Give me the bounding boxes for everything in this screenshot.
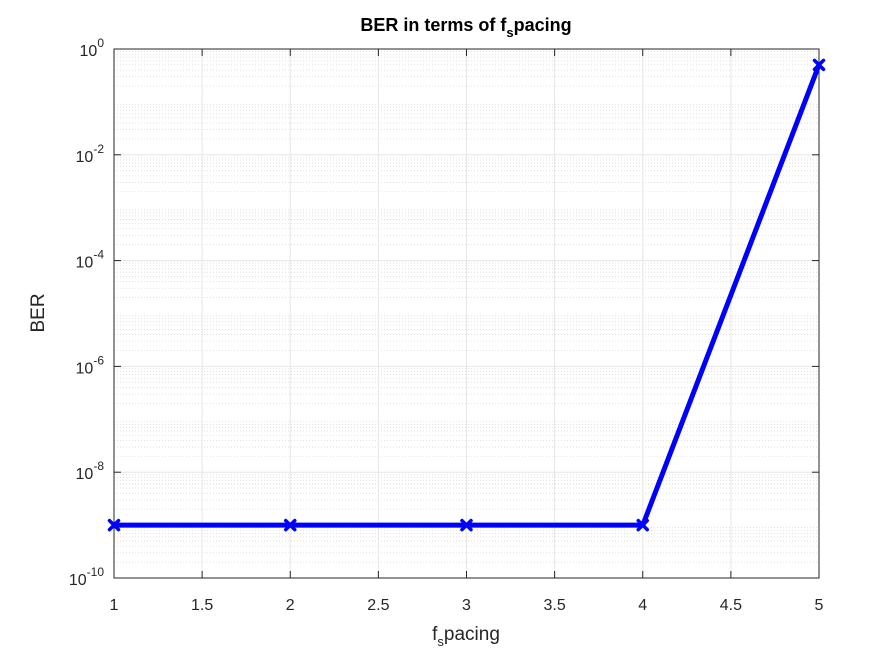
x-axis-label-subscript: s bbox=[437, 634, 444, 649]
data-point-marker bbox=[812, 58, 826, 72]
x-axis-label: fspacing bbox=[432, 624, 500, 649]
y-tick-label: 10-10 bbox=[69, 565, 104, 589]
chart-title-rest: pacing bbox=[514, 15, 572, 35]
y-tick-label-exponent: -2 bbox=[93, 142, 104, 156]
y-axis-label: BER bbox=[28, 293, 49, 332]
y-tick-label-exponent: -8 bbox=[93, 459, 104, 473]
x-axis-label-main: f bbox=[432, 624, 438, 645]
data-point-marker bbox=[636, 518, 649, 532]
marker-stroke bbox=[107, 518, 121, 532]
x-tick-labels: 1 1.5 2 2.5 3 3.5 4 4.5 5 bbox=[110, 597, 824, 614]
marker-stroke bbox=[284, 518, 297, 532]
data-point-marker bbox=[460, 518, 473, 532]
x-axis-label-rest: pacing bbox=[444, 624, 500, 645]
x-tick-label: 2 bbox=[286, 597, 295, 614]
y-tick-label: 10-8 bbox=[76, 459, 105, 483]
x-tick-label: 1.5 bbox=[191, 597, 213, 614]
tick-marks bbox=[113, 48, 820, 579]
y-tick-label-exponent: -10 bbox=[87, 565, 105, 579]
x-tick-label: 4.5 bbox=[720, 597, 742, 614]
marker-stroke bbox=[460, 518, 473, 532]
y-tick-label-exponent: -6 bbox=[93, 353, 104, 367]
data-point-marker bbox=[284, 518, 297, 532]
y-tick-label-base: 10 bbox=[76, 149, 94, 166]
minor-grid bbox=[114, 51, 819, 563]
x-tick-label: 3.5 bbox=[544, 597, 566, 614]
chart-title-subscript: s bbox=[506, 25, 513, 40]
y-tick-label-base: 10 bbox=[76, 360, 94, 377]
y-tick-label-base: 10 bbox=[76, 255, 94, 272]
x-tick-label: 1 bbox=[110, 597, 119, 614]
marker-stroke bbox=[636, 518, 649, 532]
y-tick-label-base: 10 bbox=[80, 43, 98, 60]
x-tick-label: 2.5 bbox=[367, 597, 389, 614]
y-tick-label: 100 bbox=[80, 36, 105, 60]
y-tick-label: 10-4 bbox=[76, 248, 105, 272]
y-tick-label: 10-2 bbox=[76, 142, 105, 166]
x-tick-label: 5 bbox=[815, 597, 824, 614]
chart-title-main: BER in terms of f bbox=[360, 15, 507, 35]
series-layer bbox=[107, 58, 826, 532]
y-tick-label: 10-6 bbox=[76, 353, 105, 377]
y-tick-label-exponent: 0 bbox=[97, 36, 104, 50]
y-tick-label-base: 10 bbox=[69, 572, 87, 589]
chart-title: BER in terms of fspacing bbox=[360, 15, 571, 40]
x-tick-label: 3 bbox=[462, 597, 471, 614]
y-tick-label-exponent: -4 bbox=[93, 248, 104, 262]
x-tick-label: 4 bbox=[638, 597, 647, 614]
y-tick-label-base: 10 bbox=[76, 466, 94, 483]
marker-stroke bbox=[812, 58, 826, 72]
data-point-marker bbox=[107, 518, 121, 532]
